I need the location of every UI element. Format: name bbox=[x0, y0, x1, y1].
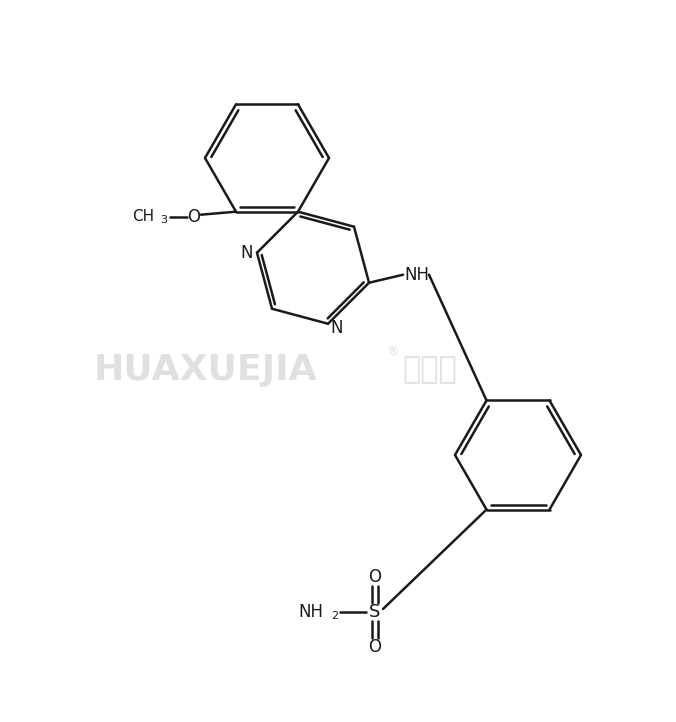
Text: ®: ® bbox=[386, 346, 398, 359]
Text: NH: NH bbox=[404, 266, 429, 284]
Text: 化学加: 化学加 bbox=[403, 355, 458, 385]
Text: 2: 2 bbox=[331, 611, 338, 621]
Text: O: O bbox=[368, 638, 381, 656]
Text: S: S bbox=[369, 603, 381, 621]
Text: O: O bbox=[187, 208, 201, 226]
Text: N: N bbox=[330, 318, 343, 336]
Text: CH: CH bbox=[132, 209, 154, 225]
Text: O: O bbox=[368, 568, 381, 586]
Text: 3: 3 bbox=[160, 214, 167, 225]
Text: N: N bbox=[241, 244, 253, 261]
Text: HUAXUEJIA: HUAXUEJIA bbox=[93, 353, 317, 387]
Text: NH: NH bbox=[298, 603, 323, 621]
